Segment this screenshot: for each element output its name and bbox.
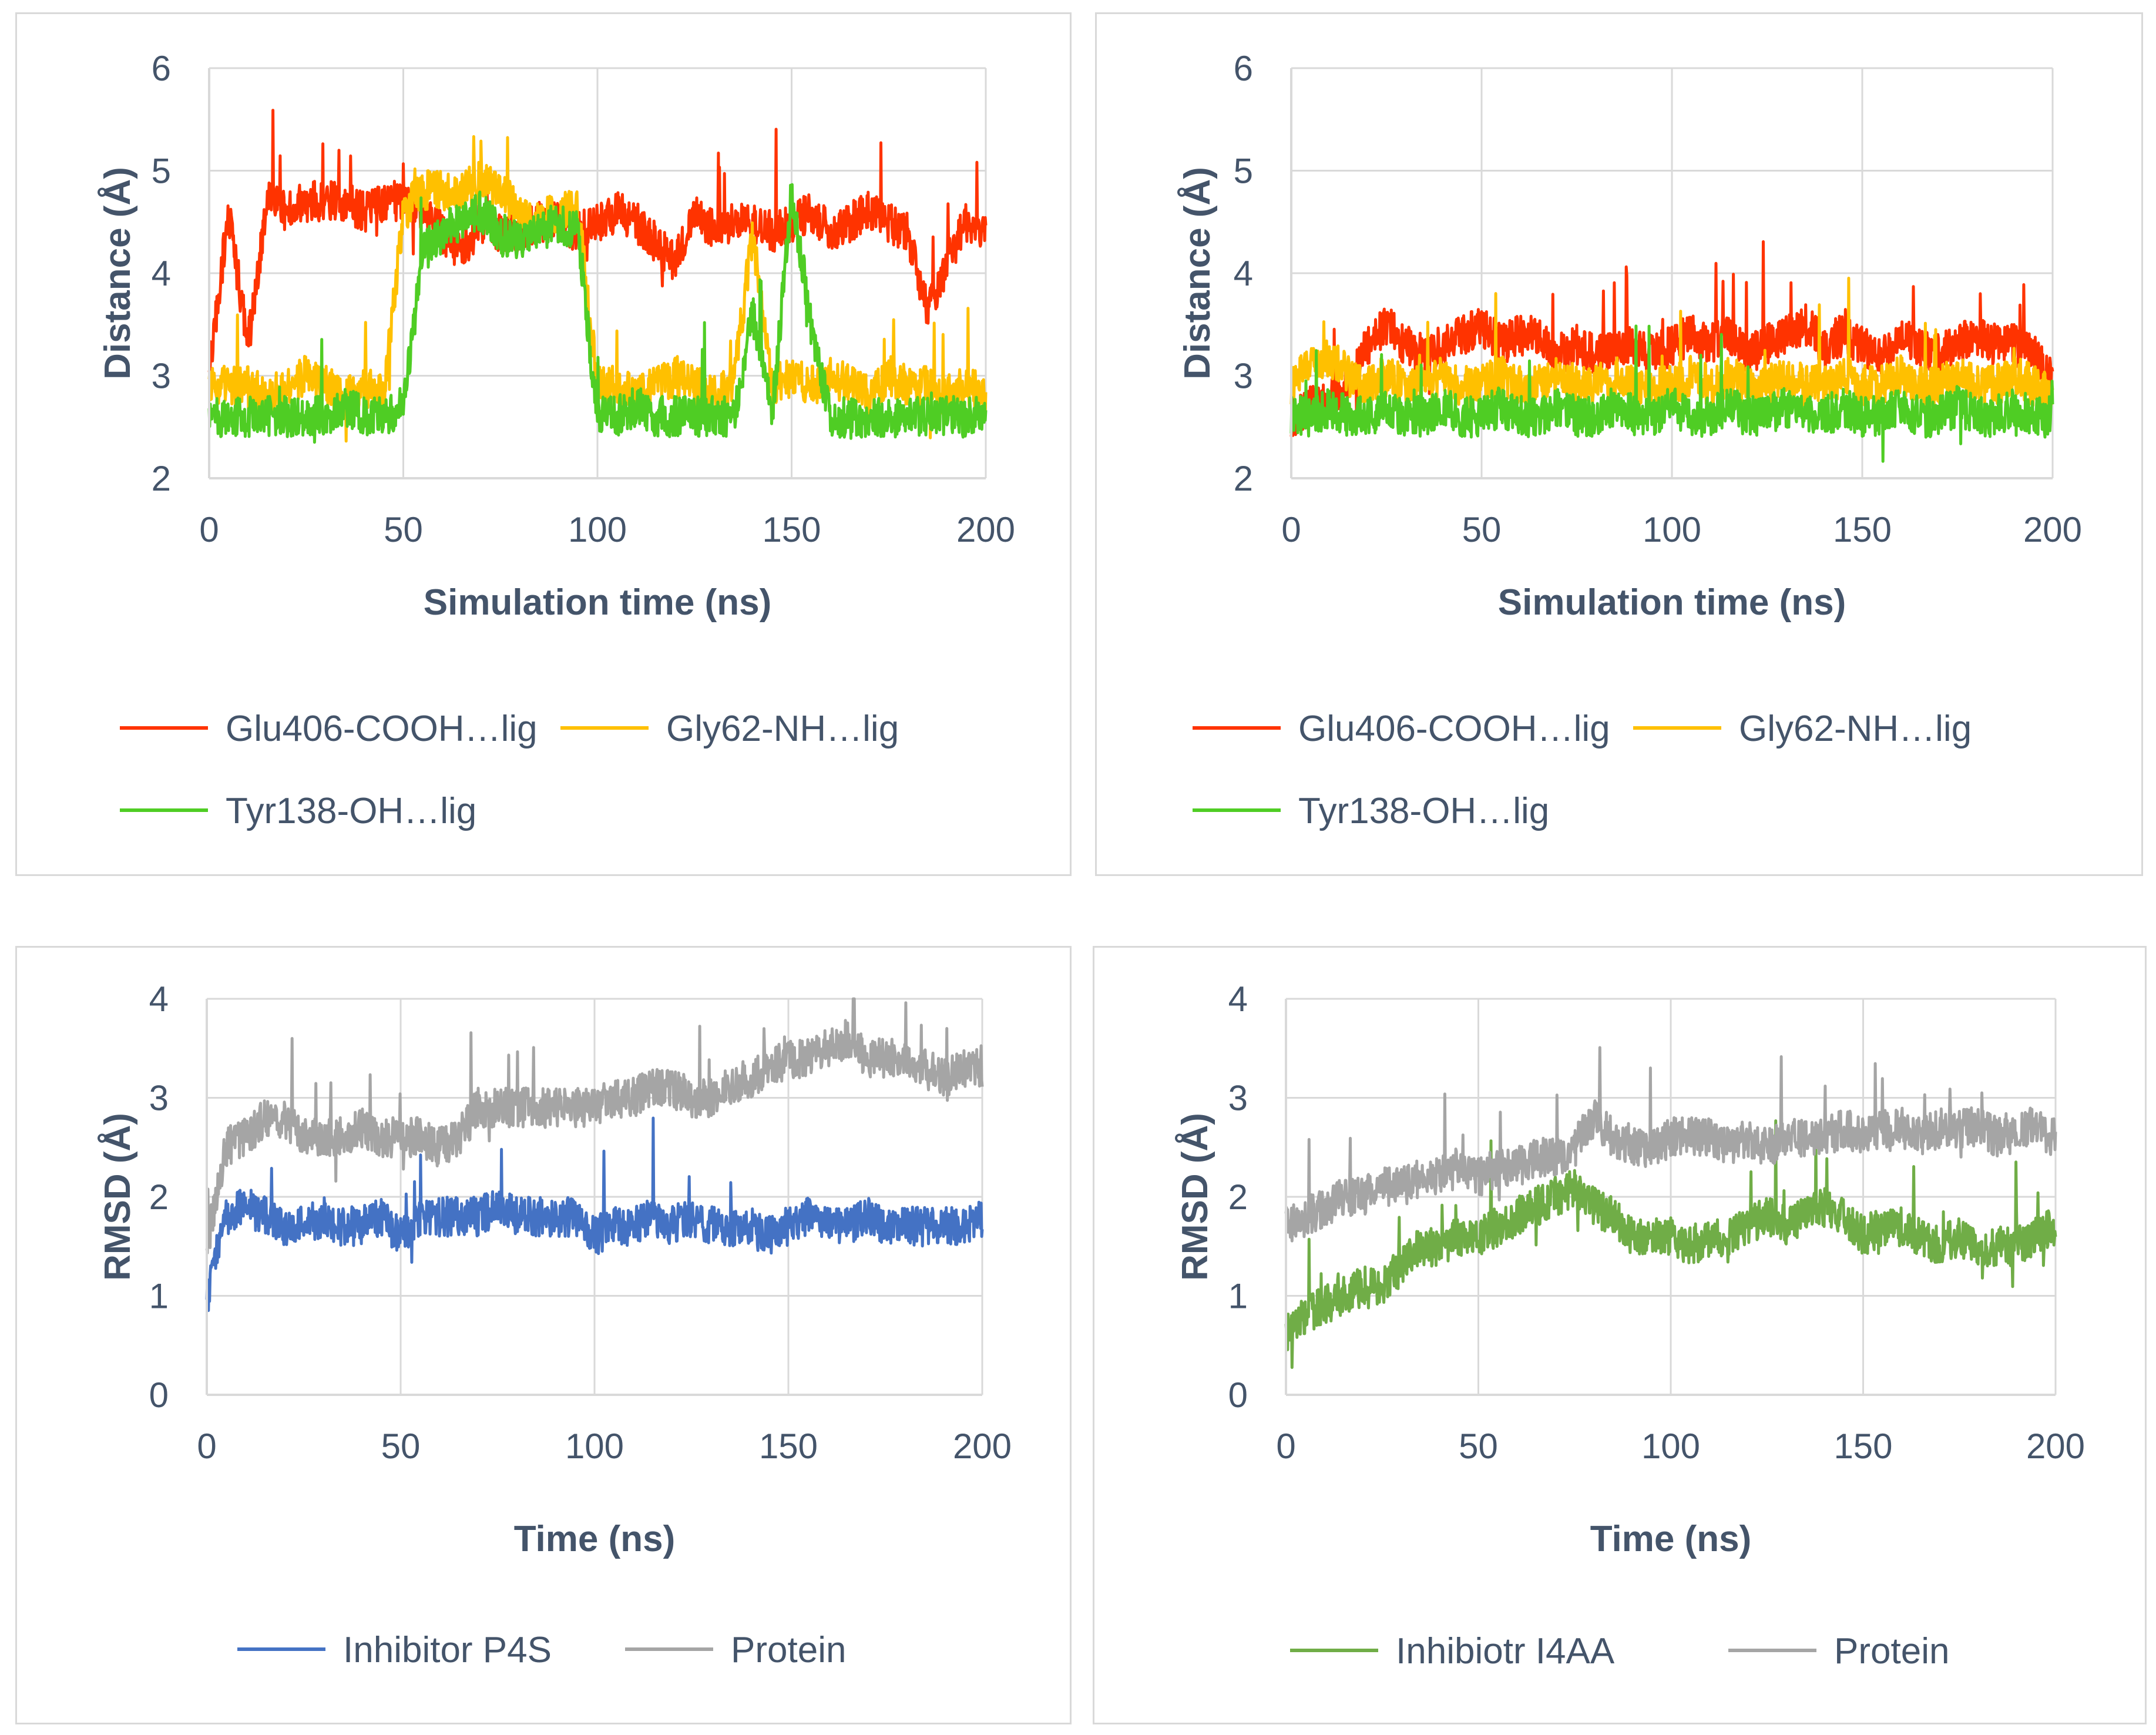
legend-label: Tyr138-OH…lig xyxy=(226,791,476,831)
legend-label: Glu406-COOH…lig xyxy=(226,709,538,749)
y-tick-label: 2 xyxy=(1228,1177,1248,1217)
x-tick-label: 150 xyxy=(762,510,821,549)
chart-svg: 0 50 100 150 200 2 3 4 5 6 Simulation time (ns) Dis… xyxy=(98,49,1015,831)
legend-label: Inhibiotr I4AA xyxy=(1396,1631,1615,1672)
x-tick-label: 200 xyxy=(953,1427,1012,1466)
y-tick-label: 0 xyxy=(1228,1375,1248,1415)
y-tick-label: 3 xyxy=(1234,357,1253,396)
series-line xyxy=(205,997,984,1254)
y-axis-title: RMSD (Å) xyxy=(1175,1113,1215,1281)
y-tick-label: 0 xyxy=(149,1375,169,1415)
x-axis-title: Time (ns) xyxy=(1590,1519,1751,1559)
y-tick-label: 6 xyxy=(152,49,171,88)
legend-item: Inhibiotr I4AA xyxy=(1290,1631,1615,1672)
legend-item: Inhibitor P4S xyxy=(237,1630,552,1670)
y-tick-label: 4 xyxy=(149,979,169,1019)
legend-item: Gly62-NH…lig xyxy=(1633,709,1972,749)
y-tick-label: 4 xyxy=(1234,254,1253,293)
y-tick-label: 3 xyxy=(1228,1079,1248,1118)
x-tick-label: 200 xyxy=(2023,510,2082,549)
legend-label: Protein xyxy=(731,1630,846,1670)
series-line xyxy=(207,109,988,375)
x-tick-label: 100 xyxy=(1643,510,1701,549)
y-tick-label: 5 xyxy=(1234,152,1253,191)
legend-label: Tyr138-OH…lig xyxy=(1298,791,1549,831)
y-axis-title: Distance (Å) xyxy=(1177,167,1218,380)
y-tick-label: 4 xyxy=(1228,979,1248,1019)
y-tick-label: 3 xyxy=(149,1079,169,1118)
x-tick-label: 50 xyxy=(1459,1427,1498,1466)
legend-item: Tyr138-OH…lig xyxy=(120,791,476,831)
y-tick-label: 2 xyxy=(149,1177,169,1217)
legend-label: Protein xyxy=(1834,1631,1949,1672)
chart-panel-rmsd-p4s: 0 50 100 150 200 0 1 2 3 4 Time (ns) RMSD (Å) Inhibi… xyxy=(15,946,1072,1724)
y-axis-title: RMSD (Å) xyxy=(98,1113,138,1281)
y-tick-label: 4 xyxy=(152,254,171,293)
series-line xyxy=(1289,324,2054,463)
x-axis-title: Simulation time (ns) xyxy=(424,582,771,623)
y-tick-label: 3 xyxy=(152,357,171,396)
x-tick-label: 150 xyxy=(1833,1427,1892,1466)
x-tick-label: 100 xyxy=(568,510,627,549)
chart-svg: 0 50 100 150 200 0 1 2 3 4 Time (ns) RMSD (Å) Inhibi… xyxy=(98,979,1012,1670)
x-tick-label: 200 xyxy=(2026,1427,2085,1466)
x-tick-label: 150 xyxy=(1833,510,1892,549)
series-line xyxy=(1289,277,2054,417)
y-tick-label: 2 xyxy=(152,459,171,498)
series-line xyxy=(1284,1046,2057,1243)
y-tick-label: 1 xyxy=(1228,1277,1248,1316)
y-tick-label: 1 xyxy=(149,1277,169,1316)
y-tick-label: 2 xyxy=(1234,459,1253,498)
x-axis-title: Simulation time (ns) xyxy=(1498,582,1846,623)
chart-panel-distance-a: 0 50 100 150 200 2 3 4 5 6 Simulation time (ns) Dis… xyxy=(15,12,1072,876)
chart-panel-distance-b: 0 50 100 150 200 2 3 4 5 6 Simulation time (ns) Dis… xyxy=(1095,12,2143,876)
x-tick-label: 0 xyxy=(1276,1427,1295,1466)
x-tick-label: 50 xyxy=(384,510,423,549)
series-line xyxy=(205,1116,984,1312)
x-tick-label: 100 xyxy=(1641,1427,1700,1466)
legend-item: Gly62-NH…lig xyxy=(560,709,899,749)
x-tick-label: 0 xyxy=(1281,510,1301,549)
series-line xyxy=(207,183,988,444)
legend-label: Gly62-NH…lig xyxy=(666,709,899,749)
chart-svg: 0 50 100 150 200 0 1 2 3 4 Time (ns) RMSD (Å) Inhibi… xyxy=(1175,979,2085,1672)
x-axis-title: Time (ns) xyxy=(514,1519,675,1559)
y-tick-label: 6 xyxy=(1234,49,1253,88)
x-tick-label: 150 xyxy=(759,1427,818,1466)
legend-label: Inhibitor P4S xyxy=(343,1630,552,1670)
y-axis-title: Distance (Å) xyxy=(98,167,138,380)
legend-item: Glu406-COOH…lig xyxy=(120,709,538,749)
x-tick-label: 0 xyxy=(199,510,219,549)
y-tick-label: 5 xyxy=(152,152,171,191)
x-tick-label: 0 xyxy=(197,1427,216,1466)
legend-label: Gly62-NH…lig xyxy=(1739,709,1972,749)
series-line xyxy=(1284,1119,2057,1369)
legend-label: Glu406-COOH…lig xyxy=(1298,709,1610,749)
legend-item: Protein xyxy=(1728,1631,1949,1672)
legend-item: Protein xyxy=(625,1630,846,1670)
x-tick-label: 200 xyxy=(956,510,1015,549)
x-tick-label: 50 xyxy=(381,1427,421,1466)
legend-item: Tyr138-OH…lig xyxy=(1193,791,1549,831)
legend-item: Glu406-COOH…lig xyxy=(1193,709,1610,749)
chart-svg: 0 50 100 150 200 2 3 4 5 6 Simulation time (ns) Dis… xyxy=(1177,49,2082,831)
x-tick-label: 100 xyxy=(565,1427,624,1466)
x-tick-label: 50 xyxy=(1462,510,1502,549)
chart-panel-rmsd-i4aa: 0 50 100 150 200 0 1 2 3 4 Time (ns) RMSD (Å) Inhibi… xyxy=(1093,946,2147,1724)
